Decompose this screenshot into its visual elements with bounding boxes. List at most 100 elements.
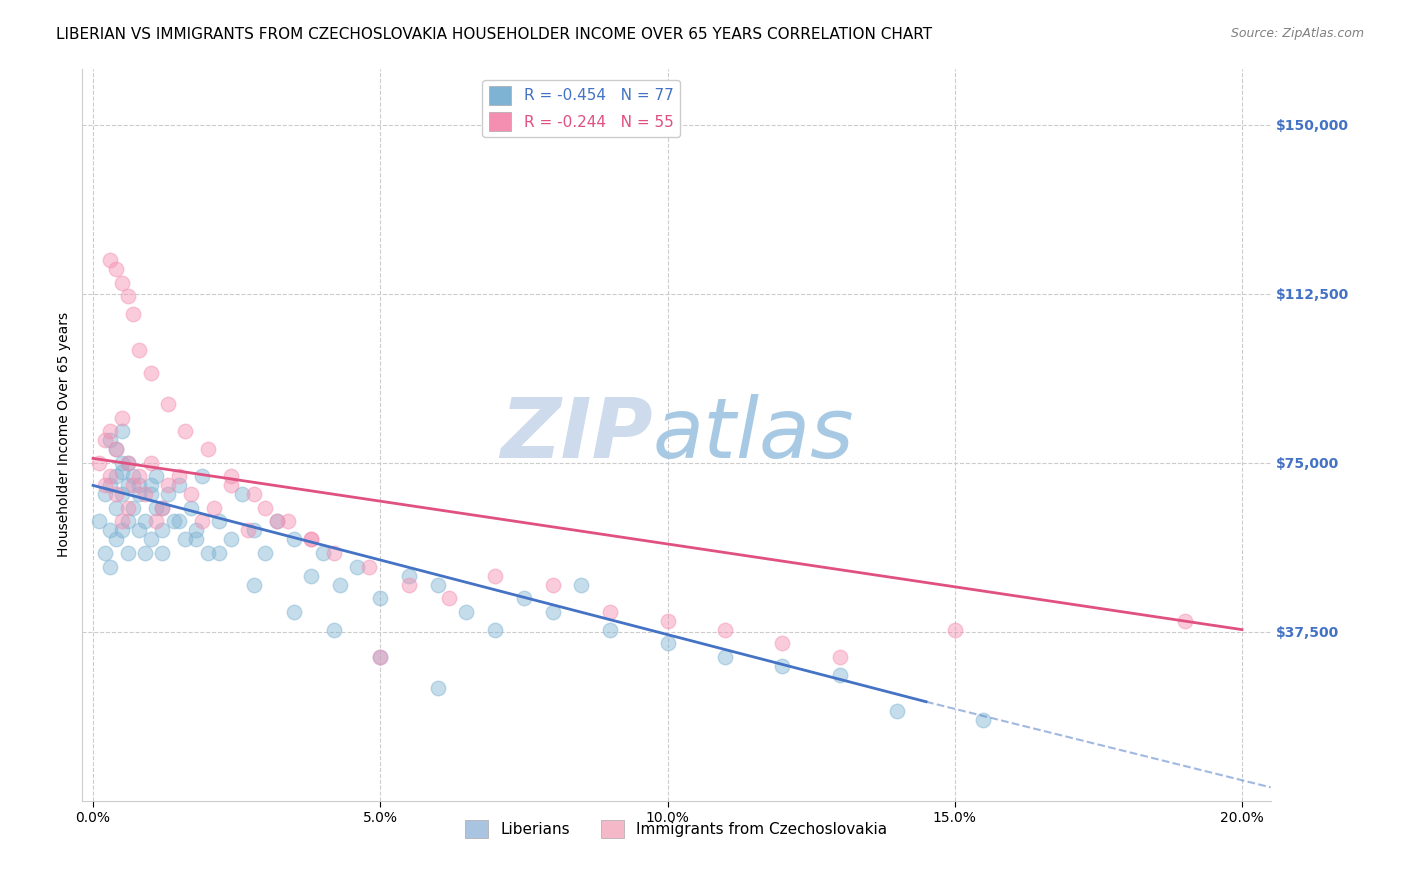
Point (243, 524, 266, 538)
Legend: Liberians, Immigrants from Czechoslovakia: Liberians, Immigrants from Czechoslovaki… (460, 814, 893, 845)
Point (111, 276, 134, 290)
Point (98, 434, 121, 448)
Point (117, 515, 139, 529)
Point (128, 478, 150, 492)
Point (105, 442, 128, 457)
Point (122, 478, 145, 492)
Point (657, 636, 679, 650)
Point (219, 478, 242, 492)
Point (128, 343, 150, 358)
Point (156, 487, 179, 501)
Point (117, 456, 139, 470)
Point (150, 500, 173, 515)
Point (111, 465, 134, 479)
Point (117, 289, 139, 303)
Point (299, 568, 322, 582)
Point (111, 425, 134, 439)
Point (122, 500, 145, 515)
Point (111, 410, 134, 425)
Point (426, 681, 449, 696)
Point (254, 546, 277, 560)
Point (357, 559, 380, 574)
Point (174, 425, 197, 439)
Point (770, 658, 793, 673)
Point (128, 524, 150, 538)
Point (368, 591, 391, 605)
Point (134, 515, 156, 529)
Point (398, 577, 420, 591)
Point (426, 577, 449, 591)
Point (162, 515, 184, 529)
Point (299, 533, 322, 547)
Text: atlas: atlas (652, 394, 853, 475)
Point (541, 577, 564, 591)
Point (191, 515, 214, 529)
Point (323, 623, 346, 637)
Point (150, 500, 173, 515)
Point (186, 533, 208, 547)
Point (208, 546, 231, 560)
Point (98, 478, 121, 492)
Point (105, 533, 128, 547)
Point (266, 515, 288, 529)
Point (117, 546, 139, 560)
Point (98, 469, 121, 483)
Point (139, 478, 162, 492)
Point (197, 546, 219, 560)
Point (139, 533, 162, 547)
Point (145, 500, 167, 515)
Point (886, 704, 908, 718)
Point (150, 524, 173, 538)
Point (186, 524, 208, 538)
Point (714, 623, 737, 637)
Point (128, 469, 150, 483)
Point (105, 469, 128, 483)
Point (93, 487, 115, 501)
Point (312, 546, 335, 560)
Point (87, 456, 110, 470)
Point (456, 605, 478, 619)
Point (111, 524, 134, 538)
Point (139, 456, 162, 470)
Point (398, 568, 420, 582)
Point (972, 713, 994, 727)
Point (197, 442, 219, 457)
Point (202, 500, 225, 515)
Point (329, 577, 352, 591)
Point (277, 515, 299, 529)
Point (828, 667, 851, 681)
Point (541, 605, 564, 619)
Point (569, 577, 592, 591)
Point (111, 487, 134, 501)
Point (117, 478, 139, 492)
Point (93, 478, 115, 492)
Point (714, 649, 737, 664)
Point (150, 546, 173, 560)
Point (657, 614, 679, 628)
Point (254, 500, 277, 515)
Point (167, 469, 190, 483)
Point (770, 636, 793, 650)
Point (139, 487, 162, 501)
Point (266, 515, 288, 529)
Point (174, 533, 197, 547)
Point (599, 623, 621, 637)
Point (122, 469, 145, 483)
Text: LIBERIAN VS IMMIGRANTS FROM CZECHOSLOVAKIA HOUSEHOLDER INCOME OVER 65 YEARS CORR: LIBERIAN VS IMMIGRANTS FROM CZECHOSLOVAK… (56, 27, 932, 42)
Point (599, 605, 621, 619)
Point (87, 515, 110, 529)
Point (243, 487, 266, 501)
Point (156, 397, 179, 411)
Point (484, 568, 506, 582)
Point (93, 434, 115, 448)
Point (299, 533, 322, 547)
Point (368, 649, 391, 664)
Point (943, 623, 966, 637)
Point (122, 307, 145, 321)
Point (828, 649, 851, 664)
Point (323, 546, 346, 560)
Point (156, 478, 179, 492)
Point (283, 533, 305, 547)
Point (180, 500, 202, 515)
Point (145, 515, 167, 529)
